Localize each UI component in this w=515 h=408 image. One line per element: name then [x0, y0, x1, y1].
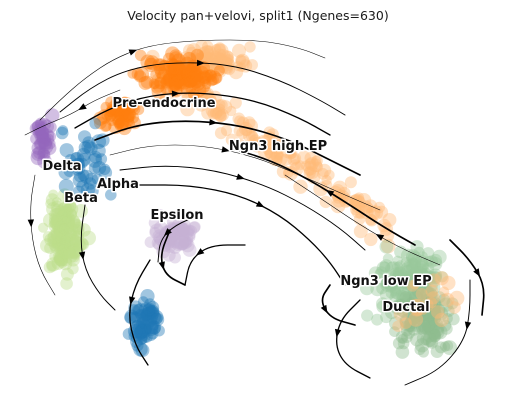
cell-point [244, 41, 255, 52]
cell-point [60, 277, 73, 290]
cell-point [380, 240, 394, 254]
velocity-arrowhead [159, 261, 167, 270]
cluster-label-ngn3-high-ep: Ngn3 high EP [229, 139, 327, 154]
cell-point [69, 252, 80, 263]
cell-point [74, 239, 87, 252]
cell-point [392, 321, 403, 332]
cell-point [345, 176, 357, 188]
velocity-arrowhead [236, 174, 246, 182]
cell-point [393, 256, 403, 266]
cell-point [35, 125, 49, 139]
cell-point [439, 287, 449, 297]
cluster-label-alpha: Alpha [97, 177, 139, 192]
cell-point [393, 337, 405, 349]
cell-point [127, 112, 139, 124]
cell-point [124, 310, 138, 324]
streamline [81, 205, 115, 310]
cell-point [48, 190, 58, 200]
cell-point [215, 99, 227, 111]
cell-point [313, 162, 324, 173]
velocity-arrowhead [464, 322, 472, 331]
cell-point [174, 236, 188, 250]
velocity-arrowhead [473, 268, 483, 278]
cluster-label-epsilon: Epsilon [150, 208, 203, 223]
cell-point [134, 325, 148, 339]
cell-point [38, 138, 49, 149]
cell-point [170, 76, 183, 89]
cell-point [168, 65, 179, 76]
cell-point [145, 236, 157, 248]
cell-point [85, 173, 98, 186]
cell-point [58, 125, 68, 135]
cell-point [449, 291, 464, 306]
cell-point [53, 223, 67, 237]
cell-point [60, 143, 74, 157]
streamline [323, 285, 356, 325]
cell-point [182, 68, 195, 81]
cell-point [92, 161, 106, 175]
cell-point [410, 333, 424, 347]
velocity-arrowhead [28, 219, 35, 227]
chart-title: Velocity pan+velovi, split1 (Ngenes=630) [127, 8, 388, 23]
cluster-label-beta: Beta [64, 191, 98, 206]
cluster-label-ngn3-low-ep: Ngn3 low EP [340, 274, 431, 289]
cell-point [430, 254, 442, 266]
cell-point [221, 125, 232, 136]
cell-point [188, 221, 200, 233]
cluster-label-pre-endocrine: Pre-endocrine [112, 96, 215, 111]
velocity-arrowhead [77, 103, 87, 113]
cell-point [66, 214, 80, 228]
cell-point [45, 108, 59, 122]
cell-point [135, 50, 146, 61]
cell-point [113, 115, 126, 128]
cell-point [383, 253, 393, 263]
velocity-arrowhead [256, 201, 266, 210]
cluster-label-ductal: Ductal [382, 300, 429, 315]
cluster-label-delta: Delta [42, 159, 81, 174]
cell-point [354, 224, 368, 238]
cell-point [169, 252, 181, 264]
cell-point [431, 345, 444, 358]
cell-point [435, 271, 449, 285]
cell-point [143, 303, 156, 316]
cell-point [361, 310, 373, 322]
cell-point [46, 261, 57, 272]
